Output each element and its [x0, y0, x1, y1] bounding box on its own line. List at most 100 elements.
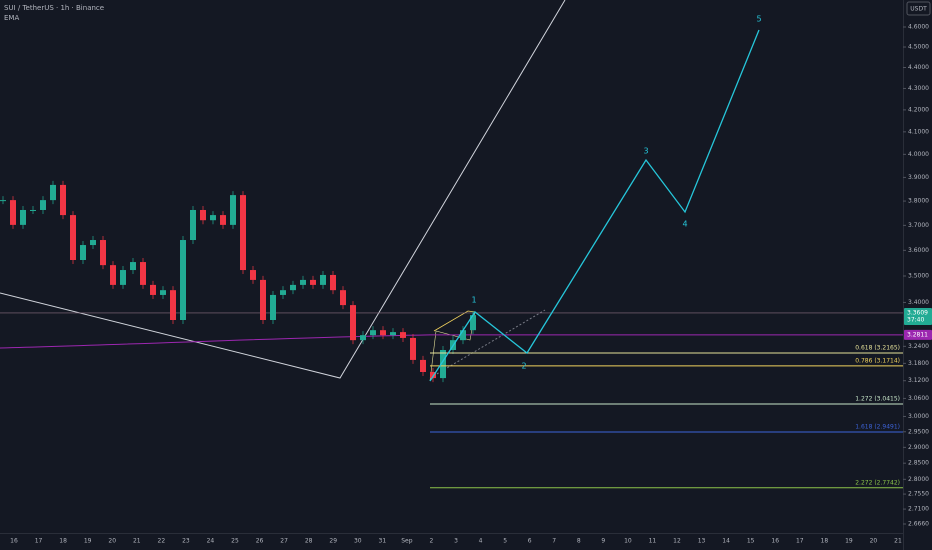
price-tick-label: 4.6000: [908, 24, 929, 31]
date-tick-label: 19: [845, 538, 853, 545]
current-price-badge: [904, 307, 932, 325]
date-tick-label: 16: [771, 538, 779, 545]
date-tick-label: 6: [528, 538, 532, 545]
candle-body: [10, 200, 16, 225]
price-tick-label: 3.1800: [908, 360, 929, 367]
candle-body: [430, 372, 436, 379]
date-tick-label: 16: [10, 538, 18, 545]
candle-body: [100, 240, 106, 266]
wave-label: 1: [471, 296, 476, 305]
date-tick-label: 23: [182, 538, 190, 545]
candle-body: [440, 349, 446, 379]
candle-body: [40, 200, 46, 210]
fib-level-label: 2.272 (2.7742): [855, 479, 900, 486]
candle-body: [70, 215, 76, 261]
trend-line: [0, 0, 566, 379]
date-tick-label: 7: [552, 538, 556, 545]
candle-body: [110, 265, 116, 285]
candle-body: [260, 279, 266, 321]
currency-label[interactable]: USDT: [910, 6, 927, 13]
date-tick-label: 30: [354, 538, 362, 545]
candle-body: [120, 270, 126, 285]
wave-label: 3: [643, 147, 648, 156]
candle-body: [60, 184, 66, 216]
date-tick-label: 27: [280, 538, 288, 545]
date-tick-label: 8: [577, 538, 581, 545]
price-tick-label: 2.6660: [908, 521, 929, 528]
candle-body: [0, 200, 6, 202]
price-tick-label: 4.4000: [908, 64, 929, 71]
date-tick-label: 25: [231, 538, 239, 545]
candle-body: [250, 270, 256, 280]
candle-body: [470, 315, 476, 331]
date-tick-label: 11: [649, 538, 657, 545]
date-tick-label: 12: [673, 538, 681, 545]
wave-label: 5: [756, 15, 761, 24]
fib-level-label: 0.618 (3.2165): [855, 344, 900, 351]
candle-body: [210, 215, 216, 221]
candle-body: [370, 330, 376, 336]
candle-body: [340, 290, 346, 306]
ema-line: [0, 334, 903, 349]
date-tick-label: 3: [454, 538, 458, 545]
date-tick-label: 15: [747, 538, 755, 545]
price-tick-label: 2.7550: [908, 491, 929, 498]
candle-body: [460, 330, 466, 341]
countdown-label: 37:40: [907, 316, 924, 323]
ema-price-label: 3.2811: [907, 331, 928, 338]
currency-box[interactable]: [906, 1, 931, 16]
date-tick-label: 14: [722, 538, 730, 545]
candle-body: [20, 209, 26, 225]
date-tick-label: 31: [379, 538, 387, 545]
fib-level-label: 1.272 (3.0415): [855, 395, 900, 402]
price-tick-label: 4.5000: [908, 44, 929, 51]
price-tick-label: 2.9500: [908, 428, 929, 435]
date-tick-label: 28: [305, 538, 313, 545]
wave-label: 4: [682, 220, 687, 229]
candle-body: [380, 330, 386, 336]
candle-body: [180, 240, 186, 321]
candle-body: [360, 335, 366, 341]
candle-body: [290, 284, 296, 291]
candle-body: [80, 245, 86, 261]
date-tick-label: 29: [329, 538, 337, 545]
date-tick-label: 21: [133, 538, 141, 545]
candle-body: [310, 279, 316, 285]
candle-body: [160, 290, 166, 295]
price-tick-label: 3.5000: [908, 273, 929, 280]
fib-level-label: 0.786 (3.1714): [855, 357, 900, 364]
symbol-title: SUI / TetherUS · 1h · Binance: [4, 4, 104, 12]
candle-body: [170, 290, 176, 321]
date-tick-label: 17: [796, 538, 804, 545]
date-tick-label: 4: [479, 538, 483, 545]
price-tick-label: 3.0600: [908, 395, 929, 402]
price-tick-label: 3.2400: [908, 343, 929, 350]
ema-badge: [904, 329, 932, 340]
plot-layer: [0, 180, 903, 489]
date-tick-label: 26: [256, 538, 264, 545]
wave-label: 2: [521, 362, 526, 371]
price-tick-label: 3.6000: [908, 247, 929, 254]
candle-body: [300, 279, 306, 285]
candle-body: [90, 240, 96, 246]
price-tick-label: 4.2000: [908, 106, 929, 113]
date-tick-label: Sep: [401, 538, 413, 545]
current-price-label: 3.3609: [907, 309, 928, 316]
date-tick-label: 17: [35, 538, 43, 545]
price-tick-label: 4.3000: [908, 85, 929, 92]
candle-body: [390, 332, 396, 336]
fib-level-label: 1.618 (2.9491): [855, 424, 900, 431]
candle-body: [350, 305, 356, 341]
price-tick-label: 2.9000: [908, 444, 929, 451]
price-tick-label: 3.0000: [908, 413, 929, 420]
date-tick-label: 18: [59, 538, 67, 545]
candle-body: [150, 284, 156, 295]
date-tick-label: 19: [84, 538, 92, 545]
candle-body: [140, 262, 146, 285]
price-tick-label: 3.7000: [908, 222, 929, 229]
date-tick-label: 22: [158, 538, 166, 545]
date-tick-label: 10: [624, 538, 632, 545]
